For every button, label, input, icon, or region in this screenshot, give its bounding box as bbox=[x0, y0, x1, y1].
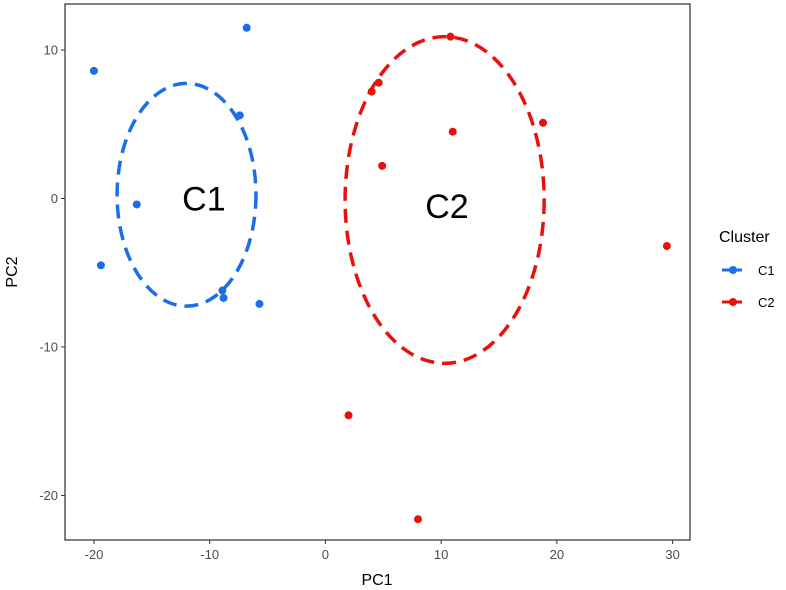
legend: Cluster C1 C2 bbox=[719, 229, 775, 310]
data-point-c2 bbox=[414, 515, 423, 524]
plot-panel bbox=[64, 3, 691, 541]
data-point-c1 bbox=[89, 66, 98, 75]
data-point-c1 bbox=[96, 261, 105, 270]
legend-label-c2: C2 bbox=[758, 295, 775, 310]
cluster-ellipses bbox=[115, 34, 546, 366]
cluster-label-c2: C2 bbox=[425, 188, 468, 226]
x-tick-label: 20 bbox=[550, 547, 564, 562]
data-point-c2 bbox=[446, 32, 455, 41]
y-tick-label: 0 bbox=[51, 191, 58, 206]
axis-ticks: -20 -10 0 10 20 30 -20 -10 0 10 bbox=[39, 43, 680, 562]
cluster-annotations: C1 C2 bbox=[182, 181, 469, 226]
y-axis-title: PC2 bbox=[4, 256, 21, 287]
data-point-c2 bbox=[374, 78, 383, 87]
legend-items: C1 C2 bbox=[722, 263, 775, 310]
x-tick-label: -20 bbox=[85, 547, 104, 562]
data-point-c1 bbox=[242, 23, 251, 32]
data-point-c1 bbox=[255, 299, 264, 308]
cluster-label-c1: C1 bbox=[182, 181, 225, 219]
data-point-c1 bbox=[132, 200, 141, 209]
data-point-c2 bbox=[539, 118, 548, 127]
x-axis-title: PC1 bbox=[361, 572, 392, 589]
cluster-ellipse-c1 bbox=[115, 81, 258, 308]
data-point-c2 bbox=[344, 411, 353, 420]
data-point-c2 bbox=[662, 242, 671, 251]
x-tick-label: 10 bbox=[434, 547, 448, 562]
y-tick-label: -10 bbox=[39, 339, 58, 354]
legend-label-c1: C1 bbox=[758, 263, 775, 278]
legend-key-point bbox=[729, 298, 737, 306]
data-point-c1 bbox=[219, 293, 228, 302]
x-tick-label: 0 bbox=[322, 547, 329, 562]
cluster-ellipse-c2 bbox=[343, 34, 546, 366]
data-point-c1 bbox=[235, 111, 244, 120]
y-tick-label: -20 bbox=[39, 488, 58, 503]
data-point-c2 bbox=[378, 161, 387, 170]
data-points bbox=[89, 23, 671, 524]
data-point-c2 bbox=[448, 127, 457, 136]
data-point-c2 bbox=[367, 87, 376, 96]
y-tick-label: 10 bbox=[44, 43, 58, 58]
x-tick-label: 30 bbox=[665, 547, 679, 562]
legend-key-point bbox=[729, 266, 737, 274]
x-tick-label: -10 bbox=[200, 547, 219, 562]
legend-title: Cluster bbox=[719, 229, 770, 246]
data-point-c1 bbox=[218, 286, 227, 295]
